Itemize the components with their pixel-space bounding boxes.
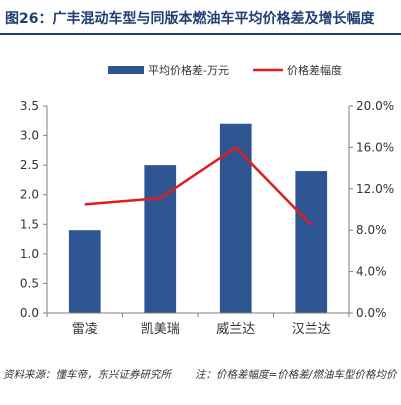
left-tick-label: 2.0 xyxy=(20,188,39,202)
combo-chart: 平均价格差-万元 价格差幅度 0.00.51.01.52.02.53.03.5 … xyxy=(20,63,394,337)
legend-line-label: 价格差幅度 xyxy=(287,63,342,77)
left-tick-label: 0.5 xyxy=(20,276,39,290)
chart-legend: 平均价格差-万元 价格差幅度 xyxy=(108,63,342,77)
x-category-label: 凯美瑞 xyxy=(141,322,180,337)
source-note: 资料来源：懂车帝，东兴证券研究所 注：价格差幅度=价格差/燃油车型价格均价 xyxy=(3,365,398,385)
left-y-axis: 0.0 0.5 1.0 1.5 2.0 2.5 3.0 3.5 xyxy=(20,99,48,320)
left-tick-label: 3.0 xyxy=(20,129,39,143)
title-divider xyxy=(0,33,401,35)
right-y-axis: 0.0% 4.0% 8.0% 12.0% 16.0% 20.0% xyxy=(348,99,394,320)
chart-title: 图26：广丰混动车型与同版本燃油车平均价格差及增长幅度 xyxy=(5,8,374,28)
right-tick-label: 0.0% xyxy=(356,306,387,320)
right-tick-label: 8.0% xyxy=(356,223,387,237)
figure-label: 图26： xyxy=(5,11,53,27)
legend-bar-label: 平均价格差-万元 xyxy=(148,63,229,77)
figure-title-text: 广丰混动车型与同版本燃油车平均价格差及增长幅度 xyxy=(52,11,375,27)
right-tick-label: 12.0% xyxy=(356,182,394,196)
left-tick-label: 3.5 xyxy=(20,99,39,113)
legend-bar-swatch xyxy=(108,66,144,74)
ratio-line xyxy=(84,146,313,226)
right-tick-label: 4.0% xyxy=(356,265,387,279)
left-tick-label: 1.5 xyxy=(20,217,39,231)
x-category-label: 雷凌 xyxy=(72,322,98,337)
bar-series xyxy=(68,123,328,313)
right-tick-label: 16.0% xyxy=(356,140,394,154)
x-axis: 雷凌 凯美瑞 威兰达 汉兰达 xyxy=(46,312,350,337)
bar xyxy=(219,123,252,313)
right-tick-label: 20.0% xyxy=(356,99,394,113)
left-tick-label: 0.0 xyxy=(20,306,39,320)
source-text: 资料来源：懂车帝，东兴证券研究所 xyxy=(3,369,171,381)
left-tick-label: 1.0 xyxy=(20,247,39,261)
line-series xyxy=(84,146,313,226)
footnote-text: 注：价格差幅度=价格差/燃油车型价格均价 xyxy=(195,369,397,381)
x-category-label: 汉兰达 xyxy=(292,322,331,337)
bar xyxy=(68,230,101,313)
x-category-label: 威兰达 xyxy=(216,322,255,337)
bar xyxy=(295,171,328,313)
bar xyxy=(144,165,177,313)
left-tick-label: 2.5 xyxy=(20,158,39,172)
